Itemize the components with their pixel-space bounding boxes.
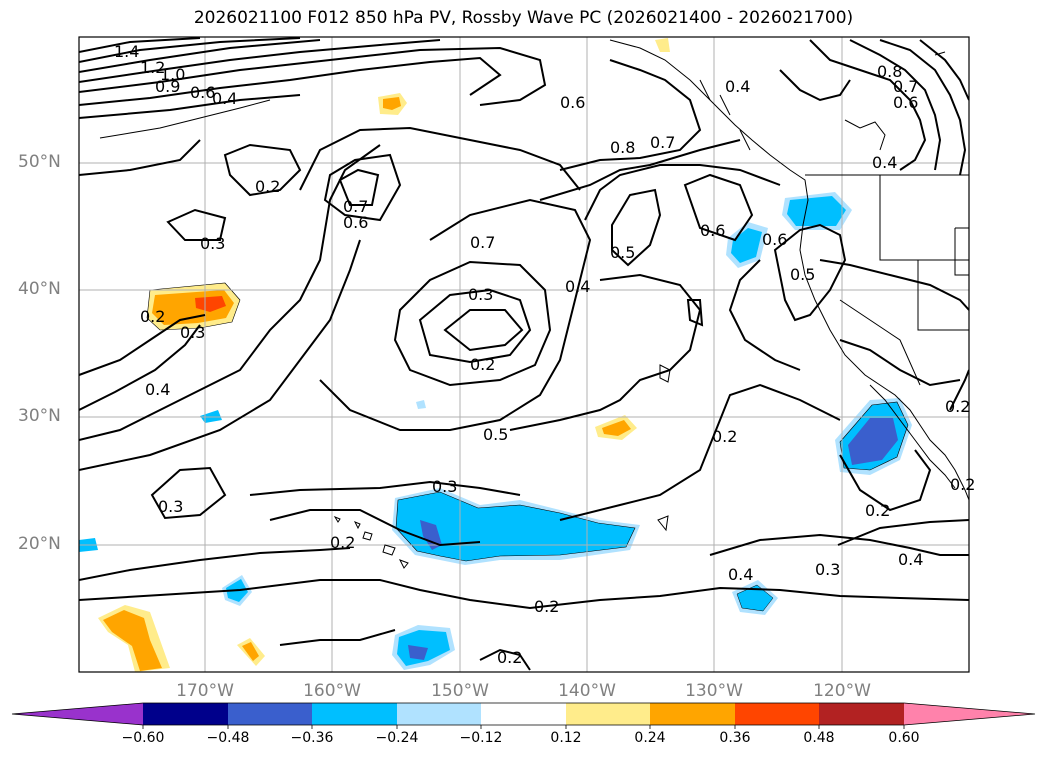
colorbar-tick-label: −0.48: [206, 730, 250, 746]
contour-label: 0.4: [898, 550, 923, 569]
contour-label: 0.2: [712, 427, 737, 446]
graticule: [79, 37, 969, 672]
contour-label: 0.3: [200, 234, 225, 253]
colorbar-tick-label: −0.60: [121, 730, 165, 746]
contour-label: 0.8: [610, 138, 635, 157]
contour-label: 0.6: [343, 213, 368, 232]
contour-label: 0.5: [610, 243, 635, 262]
colorbar-tick-label: −0.36: [290, 730, 334, 746]
contour-label: 1.0: [160, 65, 185, 84]
lon-label-120w: 120°W: [813, 681, 871, 701]
contour-label: 0.4: [565, 277, 590, 296]
lat-label-30n: 30°N: [18, 406, 61, 426]
contour-label: 0.2: [470, 355, 495, 374]
colorbar-tick-label: −0.24: [375, 730, 419, 746]
contour-label: 0.3: [180, 323, 205, 342]
colorbar-bin: [228, 703, 312, 725]
contour-labels: 1.4 1.2 1.0 0.9 0.6 0.4 0.6 0.7 0.8 0.4 …: [114, 42, 975, 667]
contour-label: 0.4: [145, 380, 170, 399]
lat-label-50n: 50°N: [18, 152, 61, 172]
contour-label: 0.6: [762, 230, 787, 249]
contour-label: 0.2: [865, 501, 890, 520]
contour-label: 0.7: [893, 77, 918, 96]
contour-label: 1.4: [114, 42, 139, 61]
contour-label: 0.4: [725, 77, 750, 96]
lon-label-150w: 150°W: [431, 681, 489, 701]
colorbar-bin: [650, 703, 735, 725]
contour-label: 0.2: [497, 648, 522, 667]
colorbar-bin: [735, 703, 819, 725]
colorbar-bin: [397, 703, 481, 725]
contour-label: 0.3: [468, 285, 493, 304]
shaded-anomalies: [79, 38, 912, 672]
contour-label: 0.3: [158, 497, 183, 516]
lon-label-130w: 130°W: [685, 681, 743, 701]
contour-label: 0.6: [700, 221, 725, 240]
contour-label: 0.2: [255, 177, 280, 196]
contour-label: 0.7: [650, 133, 675, 152]
contour-label: 0.5: [483, 425, 508, 444]
contour-label: 0.5: [790, 265, 815, 284]
contour-label: 1.2: [140, 58, 165, 77]
colorbar-bin: [566, 703, 650, 725]
colorbar-bin: [481, 703, 566, 725]
coastlines: [99, 39, 969, 569]
contour-label: 0.2: [140, 307, 165, 326]
contour-label: 0.2: [330, 533, 355, 552]
contour-label: 0.8: [877, 62, 902, 81]
map-frame: [78, 36, 970, 673]
figure-title: 2026021100 F012 850 hPa PV, Rossby Wave …: [193, 8, 854, 28]
colorbar-tick-label: 0.36: [719, 730, 751, 746]
contour-label: 0.6: [190, 83, 215, 102]
contour-label: 0.2: [950, 475, 975, 494]
colorbar-tick-label: −0.12: [459, 730, 503, 746]
contour-label: 0.2: [534, 597, 559, 616]
contour-label: 0.7: [470, 233, 495, 252]
contour-label: 0.9: [155, 77, 180, 96]
baja-peninsula: [869, 384, 956, 489]
contour-label: 0.4: [212, 89, 237, 108]
contour-label: 0.7: [343, 197, 368, 216]
colorbar: [11, 702, 1036, 729]
north-america-coast: [609, 39, 969, 501]
hawaiian-islands: [333, 515, 409, 569]
contour-label: 0.2: [945, 397, 970, 416]
colorbar-tick-label: 0.60: [888, 730, 920, 746]
colorbar-bin: [819, 703, 904, 725]
colorbar-extend-low: [12, 703, 143, 725]
contour-label: 0.3: [815, 560, 840, 579]
contour-label: 0.3: [432, 477, 457, 496]
contour-label: 0.6: [893, 93, 918, 112]
lon-label-160w: 160°W: [303, 681, 361, 701]
contour-label: 0.6: [560, 93, 585, 112]
colorbar-tick-label: 0.12: [550, 730, 582, 746]
colorbar-bin: [143, 703, 228, 725]
colorbar-extend-high: [904, 703, 1035, 725]
lon-label-170w: 170°W: [176, 681, 234, 701]
colorbar-tick-label: 0.48: [803, 730, 835, 746]
lat-label-20n: 20°N: [18, 534, 61, 554]
pv-contours: [79, 37, 969, 671]
lon-label-140w: 140°W: [558, 681, 616, 701]
contour-label: 0.4: [728, 565, 753, 584]
colorbar-bin: [312, 703, 397, 725]
lat-label-40n: 40°N: [18, 279, 61, 299]
contour-label: 0.4: [872, 153, 897, 172]
colorbar-tick-label: 0.24: [634, 730, 666, 746]
